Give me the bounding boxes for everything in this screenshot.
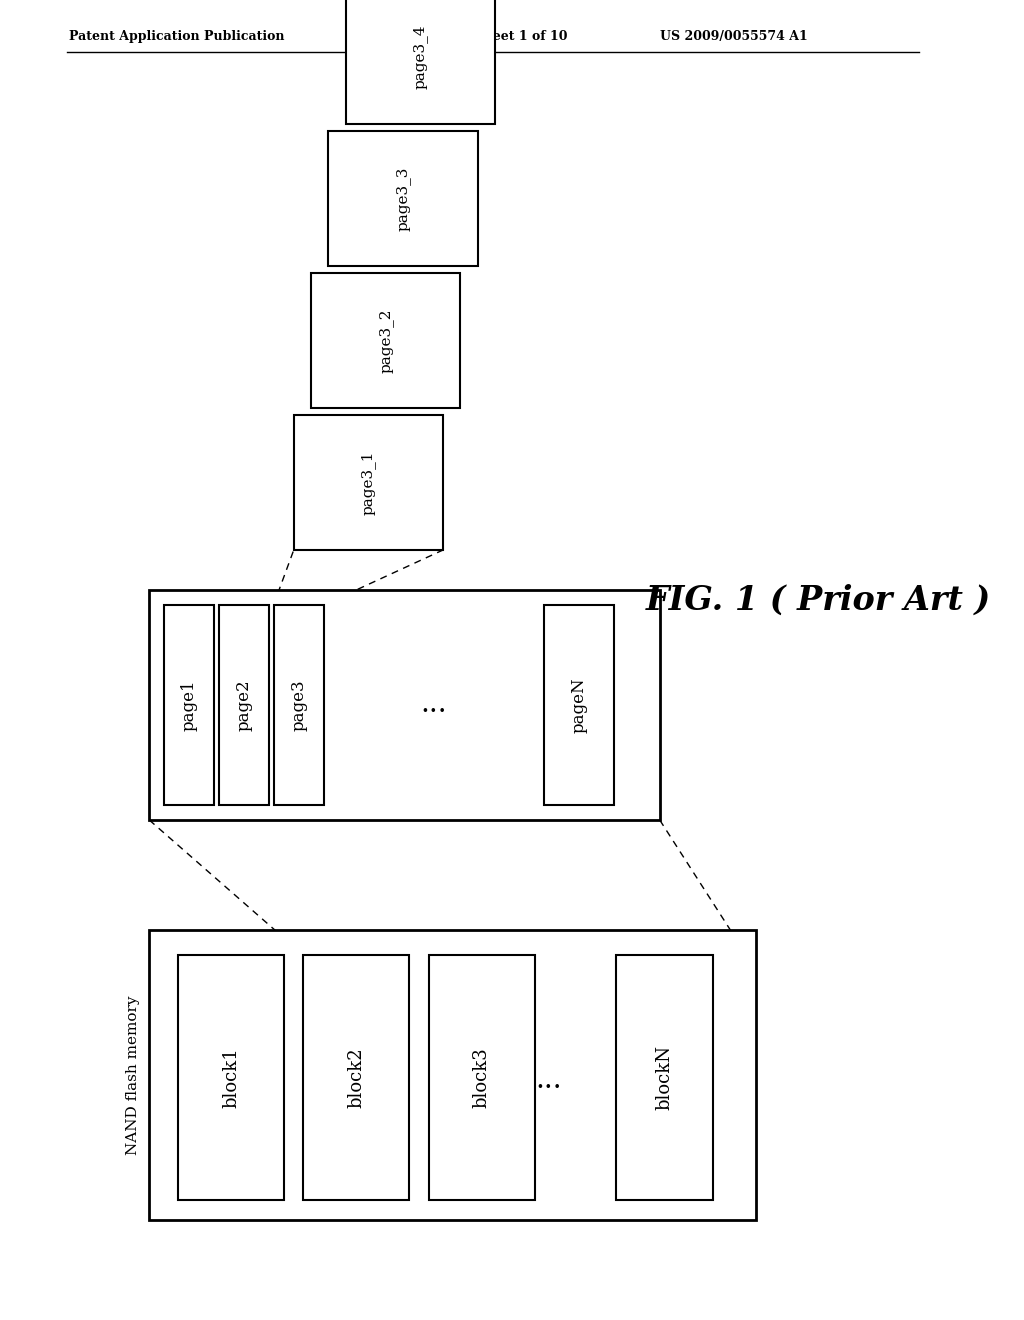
Text: block2: block2 [347,1047,366,1107]
Bar [219,605,268,805]
Bar [429,954,535,1200]
Text: page3_2: page3_2 [378,309,393,372]
Text: page2: page2 [236,680,252,731]
Text: ...: ... [420,692,446,718]
Bar [294,414,443,550]
Text: Feb. 26, 2009  Sheet 1 of 10: Feb. 26, 2009 Sheet 1 of 10 [371,30,567,44]
Text: FIG. 1 ( Prior Art ): FIG. 1 ( Prior Art ) [646,583,991,616]
Text: block3: block3 [472,1047,490,1107]
Text: Patent Application Publication: Patent Application Publication [70,30,285,44]
Text: page1: page1 [180,680,198,731]
Text: page3_4: page3_4 [413,24,428,88]
Bar [164,605,214,805]
Text: US 2009/0055574 A1: US 2009/0055574 A1 [659,30,808,44]
Bar [150,590,659,820]
Bar [311,273,461,408]
Text: blockN: blockN [655,1045,674,1110]
Text: block1: block1 [222,1047,241,1107]
Text: page3_1: page3_1 [360,450,376,515]
Bar [178,954,284,1200]
Bar [346,0,495,124]
Bar [329,131,478,267]
Bar [616,954,713,1200]
Bar [273,605,324,805]
Text: page3_3: page3_3 [395,166,411,231]
Text: page3: page3 [290,680,307,731]
Text: pageN: pageN [570,677,588,733]
Bar [150,931,756,1220]
Text: ...: ... [536,1067,562,1093]
Text: NAND flash memory: NAND flash memory [126,995,139,1155]
Bar [303,954,410,1200]
Bar [544,605,613,805]
